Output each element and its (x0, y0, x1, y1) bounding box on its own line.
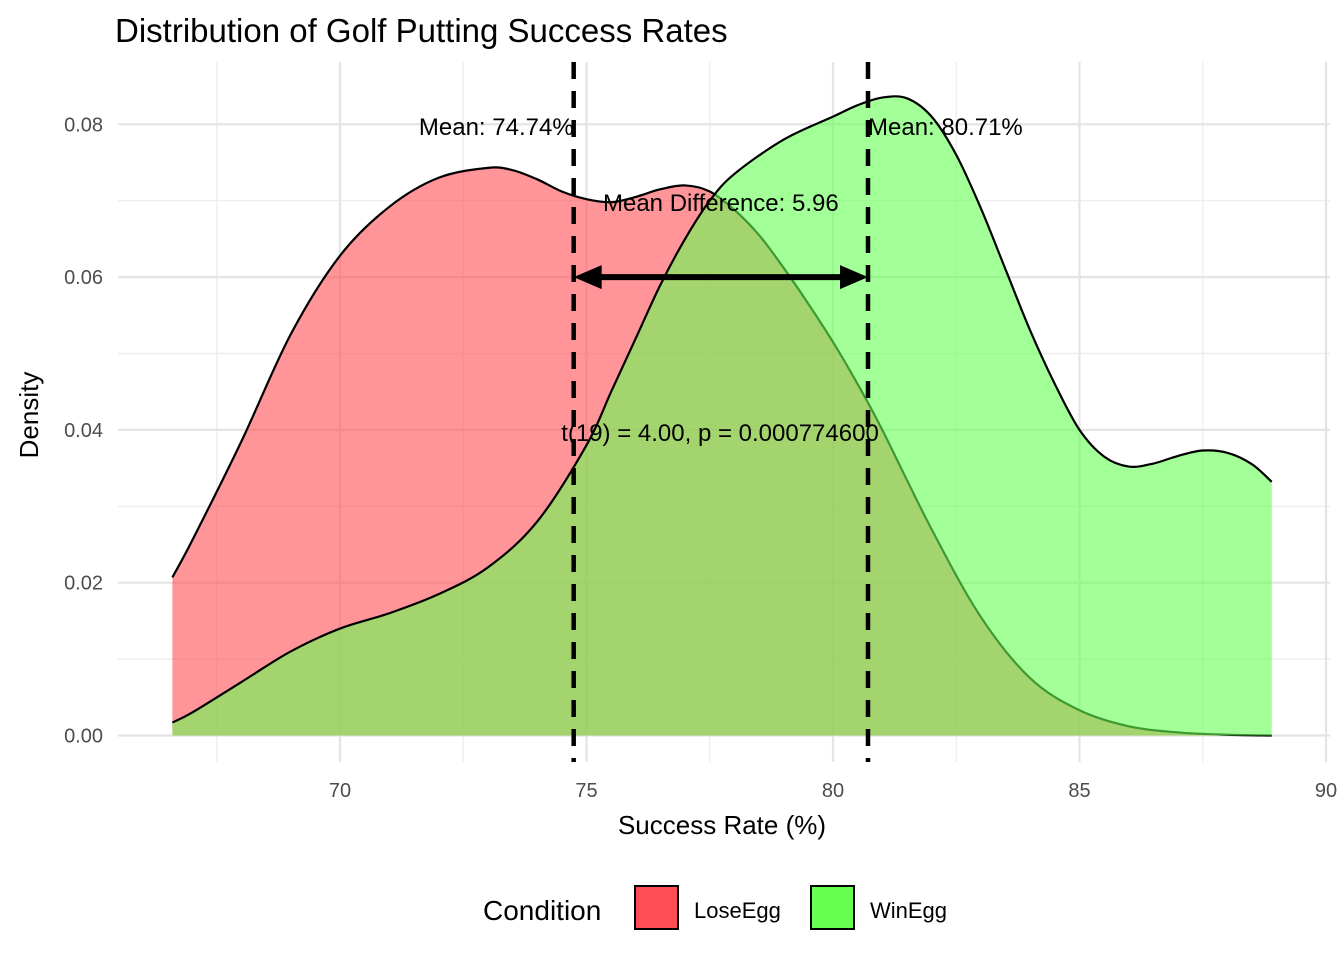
legend: Condition LoseEgg WinEgg (483, 885, 947, 930)
density-areas (171, 95, 1273, 737)
legend-swatch-loseegg (634, 885, 679, 930)
axis-layer: 70 75 80 85 90 0.00 0.02 0.04 0.06 0.08 (64, 114, 1337, 802)
legend-swatch-winegg (810, 885, 855, 930)
x-tick-label: 80 (822, 780, 844, 802)
y-axis-title: Density (14, 372, 44, 459)
x-tick-label: 85 (1068, 780, 1090, 802)
difference-arrow-head-right (840, 265, 869, 290)
mean-label-loseegg: Mean: 74.74% (419, 114, 574, 141)
y-tick-label: 0.08 (64, 114, 103, 136)
x-tick-label: 70 (329, 780, 351, 802)
x-axis-title: Success Rate (%) (618, 810, 826, 840)
y-tick-label: 0.04 (64, 420, 103, 442)
mean-label-winegg: Mean: 80.71% (868, 114, 1023, 141)
y-tick-label: 0.00 (64, 726, 103, 748)
difference-label: Mean Difference: 5.96 (603, 190, 839, 217)
legend-label-winegg: WinEgg (870, 898, 947, 923)
chart-title: Distribution of Golf Putting Success Rat… (115, 12, 728, 49)
y-tick-label: 0.06 (64, 267, 103, 289)
y-tick-label: 0.02 (64, 573, 103, 595)
x-tick-label: 90 (1315, 780, 1337, 802)
annotation-overlay: Mean: 74.74% Mean: 80.71% Mean Difference:… (419, 62, 1023, 762)
x-tick-label: 75 (575, 780, 597, 802)
test-statistic-label: t(19) = 4.00, p = 0.000774600 (561, 420, 879, 447)
density-area-winegg (172, 96, 1272, 736)
legend-title: Condition (483, 895, 601, 926)
density-outline-winegg (171, 95, 1273, 724)
legend-label-loseegg: LoseEgg (694, 898, 781, 923)
difference-arrow-head-left (573, 265, 602, 290)
